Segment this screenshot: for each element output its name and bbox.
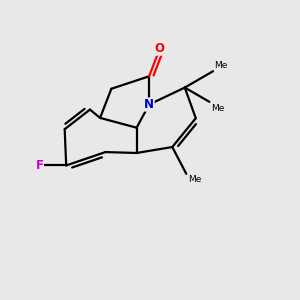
Text: N: N — [144, 98, 154, 111]
Text: Me: Me — [188, 175, 201, 184]
Text: Me: Me — [214, 61, 228, 70]
Text: Me: Me — [211, 104, 224, 113]
Text: F: F — [35, 159, 44, 172]
Text: O: O — [155, 42, 165, 55]
